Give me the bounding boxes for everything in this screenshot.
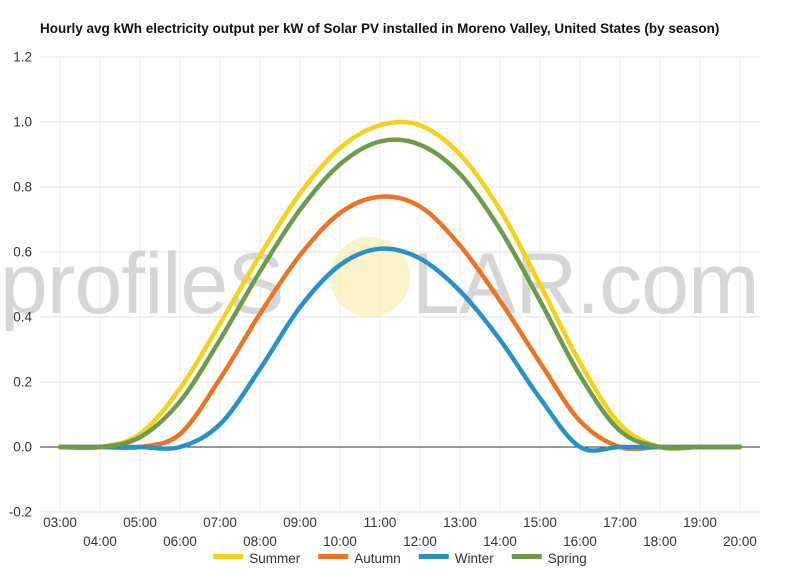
y-tick-label: 1.0 bbox=[13, 115, 32, 130]
y-tick-label: 0.6 bbox=[13, 245, 32, 260]
x-tick-label: 07:00 bbox=[203, 515, 237, 530]
x-tick-label: 19:00 bbox=[683, 515, 717, 530]
x-tick-label: 18:00 bbox=[643, 534, 677, 549]
series-layer bbox=[57, 119, 743, 453]
x-tick-label: 13:00 bbox=[443, 515, 477, 530]
y-tick-label: 0.2 bbox=[13, 375, 32, 390]
x-tick-label: 15:00 bbox=[523, 515, 557, 530]
legend-label-summer: Summer bbox=[249, 551, 301, 566]
y-tick-label: 0.8 bbox=[13, 180, 32, 195]
chart-title: Hourly avg kWh electricity output per kW… bbox=[40, 21, 719, 36]
axis-layer: -0.2 0.0 0.2 0.4 0.6 0.8 1.0 1.2 03:00 04:00 05:00… bbox=[9, 50, 760, 549]
legend-swatch-summer bbox=[213, 554, 244, 559]
x-tick-label: 14:00 bbox=[483, 534, 517, 549]
x-tick-label: 12:00 bbox=[403, 534, 437, 549]
watermark-left-text: profileS bbox=[0, 236, 284, 332]
y-tick-label: 1.2 bbox=[13, 50, 32, 65]
x-tick-label: 09:00 bbox=[283, 515, 317, 530]
series-line-spring bbox=[57, 137, 743, 451]
x-tick-label: 05:00 bbox=[123, 515, 157, 530]
watermark: profileS LAR.com bbox=[0, 236, 760, 332]
legend-label-winter: Winter bbox=[455, 551, 495, 566]
legend-swatch-autumn bbox=[318, 554, 349, 559]
y-tick-label: 0.4 bbox=[13, 310, 32, 325]
x-tick-label: 06:00 bbox=[163, 534, 197, 549]
x-tick-label: 03:00 bbox=[43, 515, 77, 530]
watermark-right-text: LAR.com bbox=[412, 236, 759, 332]
series-line-winter bbox=[57, 246, 743, 453]
x-tick-label: 04:00 bbox=[83, 534, 117, 549]
legend: Summer Autumn Winter Spring bbox=[213, 551, 587, 566]
x-tick-label: 17:00 bbox=[603, 515, 637, 530]
legend-label-autumn: Autumn bbox=[354, 551, 401, 566]
x-tick-label: 08:00 bbox=[243, 534, 277, 549]
x-tick-label: 11:00 bbox=[364, 515, 397, 530]
legend-swatch-spring bbox=[511, 554, 542, 559]
y-tick-label: -0.2 bbox=[9, 505, 32, 520]
legend-label-spring: Spring bbox=[548, 551, 587, 566]
series-line-summer bbox=[57, 119, 743, 451]
x-tick-label: 16:00 bbox=[563, 534, 597, 549]
y-tick-label: 0.0 bbox=[13, 440, 32, 455]
x-tick-label: 10:00 bbox=[323, 534, 357, 549]
x-tick-label: 20:00 bbox=[723, 534, 757, 549]
legend-swatch-winter bbox=[418, 554, 449, 559]
